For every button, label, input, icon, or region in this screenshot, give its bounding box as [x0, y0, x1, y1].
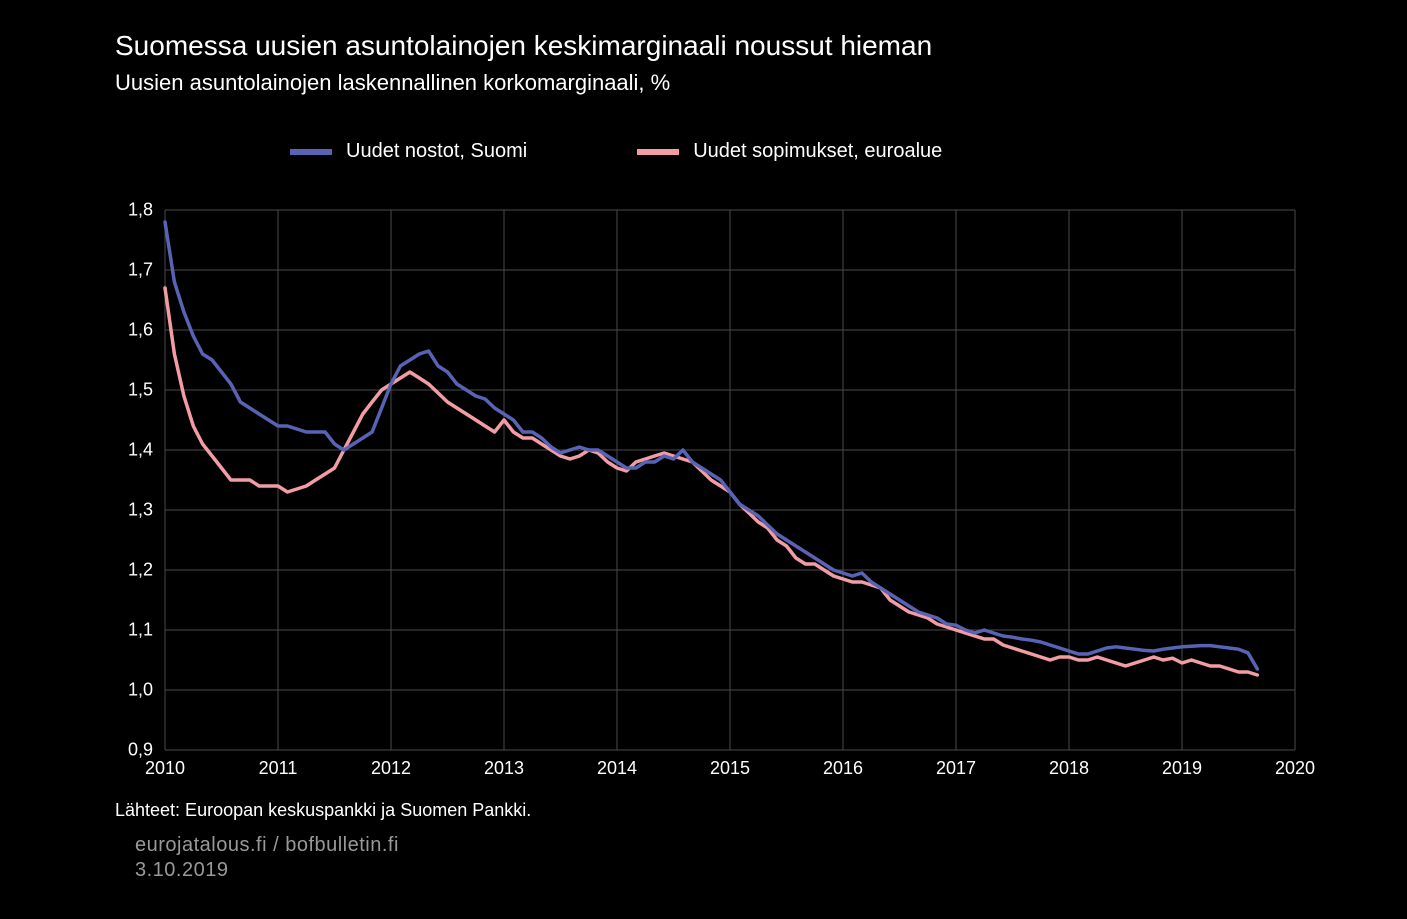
chart-title: Suomessa uusien asuntolainojen keskimarg… [115, 30, 932, 62]
legend-swatch-ea [637, 149, 679, 155]
watermark-line2: 3.10.2019 [135, 858, 399, 883]
legend-label-ea: Uudet sopimukset, euroalue [693, 140, 942, 163]
source-text: Lähteet: Euroopan keskuspankki ja Suomen… [115, 800, 531, 821]
legend-item-fi: Uudet nostot, Suomi [290, 140, 527, 163]
watermark-line1: eurojatalous.fi / bofbulletin.fi [135, 833, 399, 858]
plot-area: 0,91,01,11,21,31,41,51,61,71,82010201120… [115, 200, 1305, 780]
legend: Uudet nostot, Suomi Uudet sopimukset, eu… [290, 140, 942, 163]
legend-label-fi: Uudet nostot, Suomi [346, 140, 527, 163]
legend-swatch-fi [290, 149, 332, 155]
chart-subtitle: Uusien asuntolainojen laskennallinen kor… [115, 70, 670, 96]
legend-item-ea: Uudet sopimukset, euroalue [637, 140, 942, 163]
watermark: eurojatalous.fi / bofbulletin.fi 3.10.20… [135, 833, 399, 883]
chart-container: Suomessa uusien asuntolainojen keskimarg… [0, 0, 1407, 919]
